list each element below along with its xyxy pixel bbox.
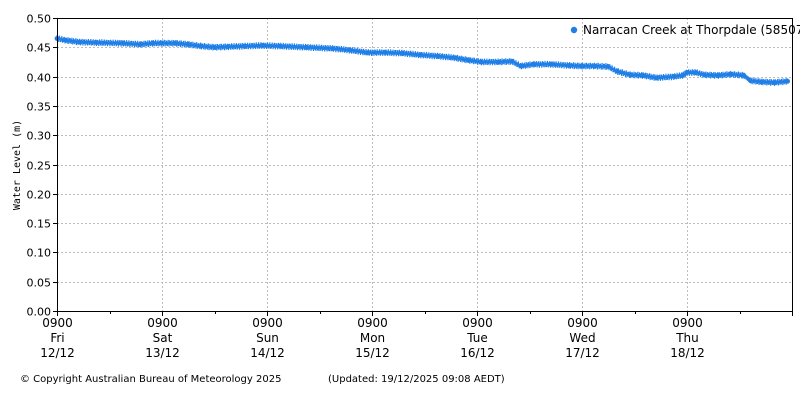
x-tick-label-day: Sun bbox=[256, 331, 279, 345]
chart-grid bbox=[57, 18, 792, 311]
legend-marker bbox=[570, 26, 578, 34]
x-tick-label-time: 0900 bbox=[147, 316, 178, 330]
y-tick-label: 0.15 bbox=[27, 218, 52, 231]
y-tick-label: 0.30 bbox=[27, 130, 52, 143]
x-tick-label-date: 17/12 bbox=[565, 346, 600, 360]
x-tick-label-date: 16/12 bbox=[460, 346, 495, 360]
series-0-trace bbox=[56, 35, 788, 86]
x-axis: 0900Fri12/120900Sat13/120900Sun14/120900… bbox=[40, 311, 793, 360]
y-tick-label: 0.40 bbox=[27, 72, 52, 85]
y-tick-label: 0.10 bbox=[27, 247, 52, 260]
y-tick-label: 0.00 bbox=[27, 306, 52, 319]
x-tick-label-time: 0900 bbox=[252, 316, 283, 330]
x-tick-label-time: 0900 bbox=[462, 316, 493, 330]
x-tick-label-day: Mon bbox=[360, 331, 385, 345]
x-tick-label-date: 13/12 bbox=[145, 346, 180, 360]
x-tick-label-day: Tue bbox=[466, 331, 488, 345]
y-axis: 0.00 0.05 0.10 0.15 0.20 0.25 0.30 0.35 0.40 0.45… bbox=[27, 13, 57, 319]
legend: Narracan Creek at Thorpdale (585079) bbox=[570, 23, 800, 37]
x-tick-label-day: Sat bbox=[153, 331, 173, 345]
y-tick-label: 0.20 bbox=[27, 189, 52, 202]
x-tick-label-time: 0900 bbox=[567, 316, 598, 330]
x-tick-label-time: 0900 bbox=[357, 316, 388, 330]
y-axis-label: Water Level (m) bbox=[12, 120, 23, 210]
x-tick-label-day: Wed bbox=[569, 331, 595, 345]
y-tick-label: 0.25 bbox=[27, 160, 52, 173]
x-tick-label-time: 0900 bbox=[42, 316, 73, 330]
x-tick-label-day: Thu bbox=[675, 331, 699, 345]
x-tick-label-day: Fri bbox=[50, 331, 64, 345]
x-tick-label-date: 12/12 bbox=[40, 346, 75, 360]
legend-label: Narracan Creek at Thorpdale (585079) bbox=[583, 23, 800, 37]
data-series-layer bbox=[54, 35, 790, 86]
x-tick-label-time: 0900 bbox=[672, 316, 703, 330]
x-tick-label-date: 18/12 bbox=[670, 346, 705, 360]
y-tick-label: 0.05 bbox=[27, 277, 52, 290]
y-tick-label: 0.50 bbox=[27, 13, 52, 26]
x-tick-label-date: 15/12 bbox=[355, 346, 390, 360]
x-tick-label-date: 14/12 bbox=[250, 346, 285, 360]
copyright-notice: © Copyright Australian Bureau of Meteoro… bbox=[20, 374, 282, 385]
updated-timestamp: (Updated: 19/12/2025 09:08 AEDT) bbox=[328, 374, 505, 385]
y-tick-label: 0.35 bbox=[27, 101, 52, 114]
y-tick-label: 0.45 bbox=[27, 42, 52, 55]
